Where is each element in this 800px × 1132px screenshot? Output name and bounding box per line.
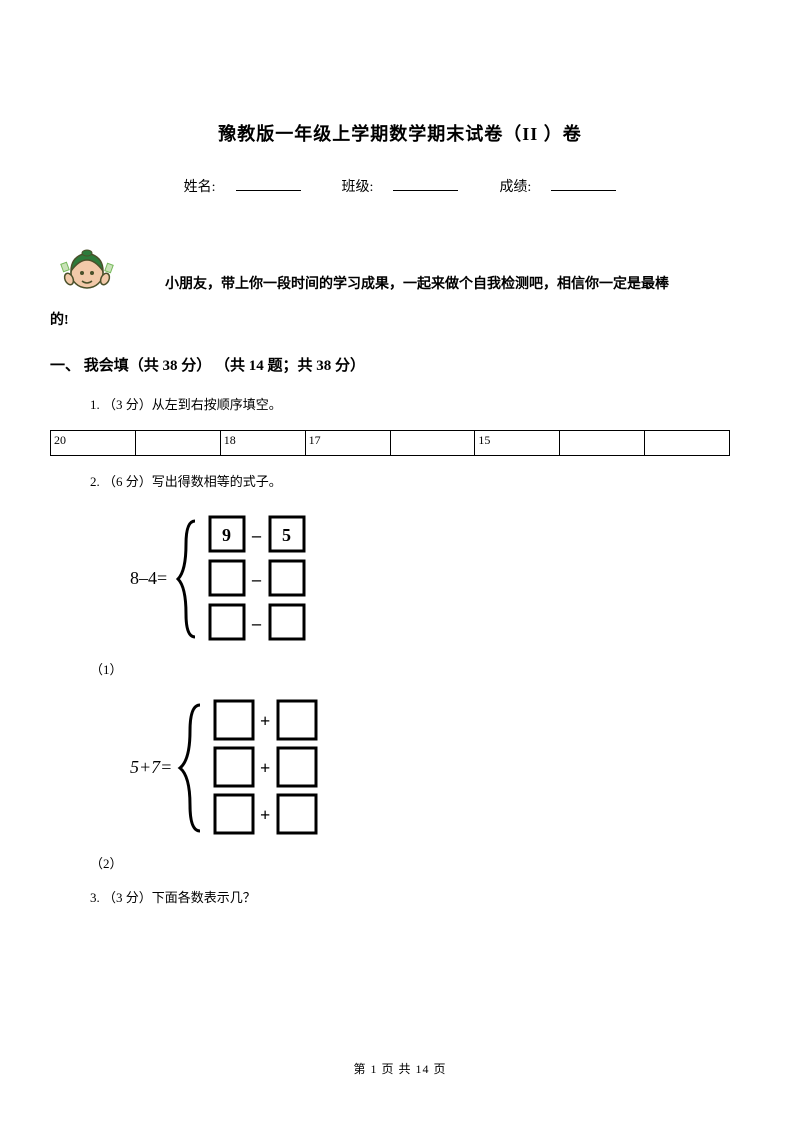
d2-box-tl[interactable] <box>215 701 253 739</box>
question-2: 2. （6 分）写出得数相等的式子。 <box>90 470 740 493</box>
seq-cell-7[interactable] <box>645 431 730 456</box>
sub-2: （2） <box>90 853 740 872</box>
intro-text-1: 小朋友，带上你一段时间的学习成果，一起来做个自我检测吧，相信你一定是最棒 <box>165 231 669 299</box>
name-blank[interactable] <box>236 177 301 191</box>
d1-box-tr: 5 <box>282 525 291 545</box>
d1-op-3: – <box>251 613 262 633</box>
info-line: 姓名: 班级: 成绩: <box>60 176 740 196</box>
d1-box-tl: 9 <box>222 525 231 545</box>
section-1-title: 一、 我会填（共 38 分） （共 14 题；共 38 分） <box>50 354 740 375</box>
page-footer: 第 1 页 共 14 页 <box>0 1060 800 1077</box>
intro-text-2: 的! <box>50 309 740 329</box>
d1-op-2: – <box>251 569 262 589</box>
d1-left-expr: 8–4= <box>130 568 167 588</box>
d2-op-2: + <box>260 758 270 778</box>
seq-cell-3[interactable]: 17 <box>305 431 390 456</box>
score-label: 成绩: <box>499 180 531 195</box>
sequence-table: 20 18 17 15 <box>50 430 730 456</box>
d1-op-1: – <box>251 525 262 545</box>
d2-left-expr: 5+7= <box>130 757 172 777</box>
sub-1: （1） <box>90 659 740 678</box>
question-3: 3. （3 分）下面各数表示几？ <box>90 886 740 909</box>
d2-box-mr[interactable] <box>278 748 316 786</box>
seq-cell-2[interactable]: 18 <box>220 431 305 456</box>
footer-prefix: 第 <box>353 1062 370 1076</box>
footer-middle: 页 共 <box>377 1062 415 1076</box>
diagram-1: 8–4= 9 – 5 – – <box>130 509 740 649</box>
footer-total: 14 <box>416 1062 430 1076</box>
d1-box-br[interactable] <box>270 605 304 639</box>
mascot-icon <box>60 231 115 301</box>
class-label: 班级: <box>342 180 374 195</box>
d1-box-bl[interactable] <box>210 605 244 639</box>
class-blank[interactable] <box>393 177 458 191</box>
d1-box-ml[interactable] <box>210 561 244 595</box>
name-label: 姓名: <box>184 180 216 195</box>
diagram-2: 5+7= + + + <box>130 693 740 843</box>
d2-box-bl[interactable] <box>215 795 253 833</box>
seq-cell-5[interactable]: 15 <box>475 431 560 456</box>
d2-box-br[interactable] <box>278 795 316 833</box>
seq-cell-4[interactable] <box>390 431 475 456</box>
d2-box-tr[interactable] <box>278 701 316 739</box>
seq-cell-6[interactable] <box>560 431 645 456</box>
footer-suffix: 页 <box>430 1062 447 1076</box>
question-1: 1. （3 分）从左到右按顺序填空。 <box>90 393 740 416</box>
d2-op-3: + <box>260 805 270 825</box>
seq-cell-1[interactable] <box>135 431 220 456</box>
d2-box-ml[interactable] <box>215 748 253 786</box>
d1-box-mr[interactable] <box>270 561 304 595</box>
score-blank[interactable] <box>551 177 616 191</box>
d2-op-1: + <box>260 711 270 731</box>
page-title: 豫教版一年级上学期数学期末试卷（II ）卷 <box>60 120 740 146</box>
seq-cell-0[interactable]: 20 <box>51 431 136 456</box>
